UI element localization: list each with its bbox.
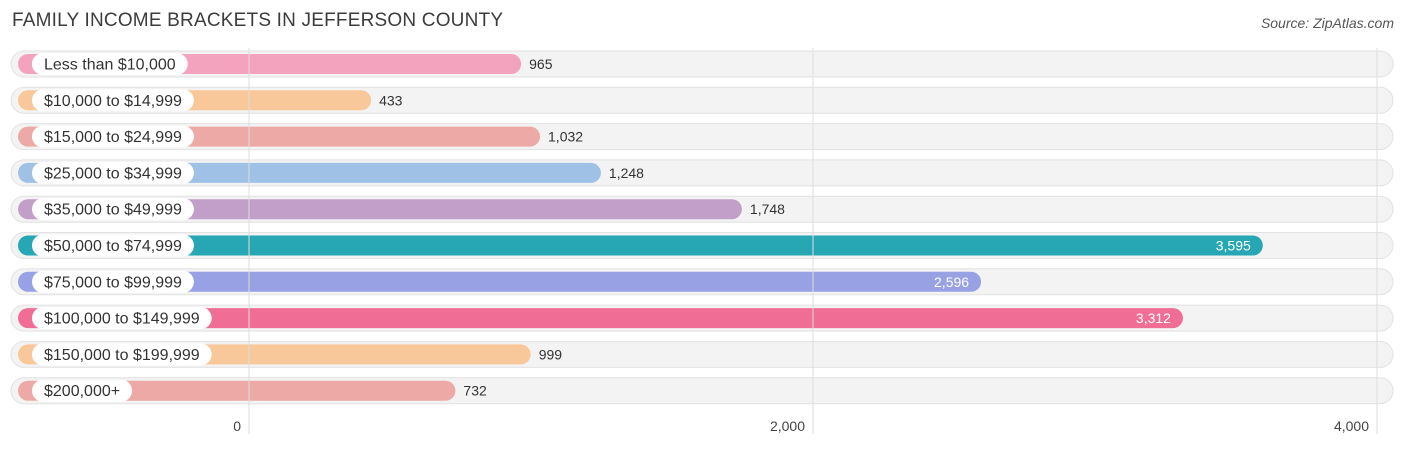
x-tick-label: 0 [233,418,241,434]
value-label: 1,248 [609,165,644,181]
category-label: $10,000 to $14,999 [44,93,182,110]
bar-row: $50,000 to $74,999 3,595 [10,232,1394,259]
value-label: 3,595 [1216,238,1251,254]
category-label: $100,000 to $149,999 [44,311,200,328]
value-label: 999 [539,346,563,362]
chart-source: Source: ZipAtlas.com [1260,15,1394,31]
category-label-pill [32,53,188,75]
value-label: 1,748 [750,201,785,217]
chart-title: FAMILY INCOME BRACKETS IN JEFFERSON COUN… [12,10,504,31]
bar-row: $15,000 to $24,999 1,032 [10,123,1394,151]
category-label-pill [32,161,194,184]
bar-row: $200,000+ 732 [10,377,1394,405]
category-label: $150,000 to $199,999 [44,347,200,364]
value-label: 965 [529,56,553,72]
category-label-pill [32,234,194,257]
bar-row: $150,000 to $199,999 999 [10,340,1394,368]
category-label-pill [32,270,194,293]
category-label-pill [32,379,133,402]
category-label: $200,000+ [44,383,120,400]
category-label: $35,000 to $49,999 [44,202,182,219]
x-tick-label: 2,000 [770,418,805,434]
category-label-pill [32,307,212,330]
category-label-pill [32,198,194,221]
value-label: 2,596 [934,274,969,290]
category-label: $25,000 to $34,999 [44,165,182,182]
bar-row: Less than $10,000 965 [10,50,1394,78]
bar-row: $25,000 to $34,999 1,248 [10,159,1394,187]
bar-row: $10,000 to $14,999 433 [10,86,1394,114]
value-label: 3,312 [1136,310,1171,326]
rows: Less than $10,000 965 $10,000 to $14,999 43… [10,50,1394,405]
grid-lines: 0 2,000 4,000 [233,48,1378,434]
bar [18,199,742,220]
value-label: 1,032 [548,129,583,145]
category-label: $75,000 to $99,999 [44,274,182,291]
bar-row: $35,000 to $49,999 1,748 [10,195,1394,223]
category-label-pill [32,343,212,366]
category-label: $50,000 to $74,999 [44,238,182,255]
value-label: 433 [379,92,403,108]
bar-row: $100,000 to $149,999 3,312 [10,304,1394,332]
category-label: Less than $10,000 [44,57,176,74]
bar-row: $75,000 to $99,999 2,596 [10,268,1394,296]
bar [18,308,1183,329]
category-label-pill [32,125,194,148]
x-tick-label: 4,000 [1334,418,1369,434]
category-label-pill [32,89,194,112]
bar [18,271,982,292]
category-label: $15,000 to $24,999 [44,129,182,146]
bar [18,235,1263,256]
value-label: 732 [463,383,487,399]
